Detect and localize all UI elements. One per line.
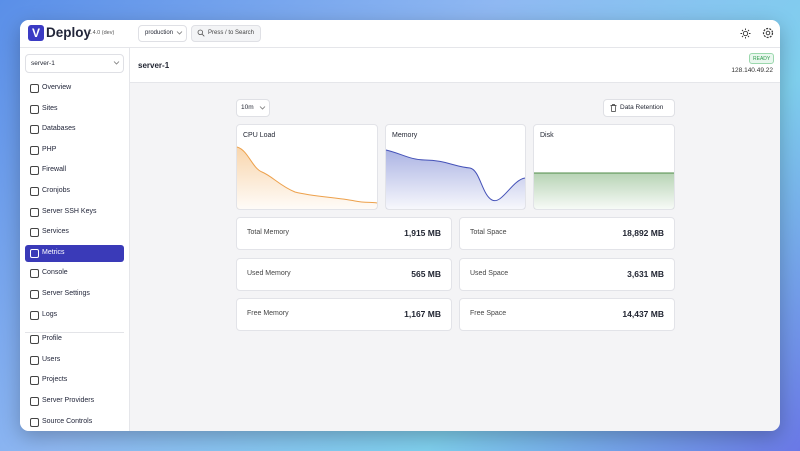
nav-label: Console bbox=[42, 269, 68, 277]
trash-icon bbox=[610, 104, 617, 112]
nav-label: Projects bbox=[42, 376, 68, 384]
project-select[interactable] bbox=[138, 25, 187, 42]
sidebar-divider bbox=[25, 332, 124, 334]
nav-label: Overview bbox=[42, 84, 72, 91]
stat-label: Total Memory bbox=[247, 229, 290, 236]
search-icon bbox=[197, 29, 205, 37]
page-header bbox=[130, 48, 780, 83]
nav-icon bbox=[30, 187, 39, 196]
server-select-value: server-1 bbox=[31, 60, 55, 67]
range-select[interactable] bbox=[236, 99, 270, 117]
stat-label: Free Memory bbox=[247, 310, 289, 317]
stat-value: 565 MB bbox=[411, 268, 441, 279]
nav-icon bbox=[30, 376, 39, 386]
nav-icon bbox=[30, 166, 39, 176]
search-placeholder: Press / to Search bbox=[208, 30, 255, 36]
stat-value: 18,892 MB bbox=[622, 228, 664, 238]
server-ip: 128.140.49.22 bbox=[731, 67, 773, 74]
nav-label: Services bbox=[42, 228, 69, 236]
nav-icon bbox=[30, 248, 39, 258]
status-badge: READY bbox=[749, 53, 775, 64]
stat-label: Used Memory bbox=[247, 269, 291, 277]
stat-value: 1,167 MB bbox=[404, 309, 441, 319]
nav-icon bbox=[30, 290, 39, 299]
stat-card bbox=[236, 298, 452, 331]
nav-label: PHP bbox=[42, 145, 57, 153]
data-retention-label: Data Retention bbox=[620, 104, 664, 111]
chart-title: Memory bbox=[392, 132, 418, 139]
range-value: 10m bbox=[241, 104, 254, 111]
nav-icon bbox=[30, 104, 39, 114]
chevron bbox=[259, 106, 266, 110]
search-box[interactable] bbox=[191, 25, 261, 42]
nav-item[interactable] bbox=[25, 244, 124, 262]
nav-icon bbox=[30, 397, 39, 406]
nav-icon bbox=[30, 145, 39, 155]
nav-label: Profile bbox=[42, 335, 62, 343]
nav-icon bbox=[30, 417, 39, 427]
settings-icon[interactable] bbox=[762, 27, 774, 39]
nav-icon bbox=[30, 355, 39, 365]
nav-label: Server Providers bbox=[42, 397, 95, 404]
project-name: production bbox=[145, 30, 174, 36]
app-name: Deploy bbox=[46, 25, 92, 40]
server-name: server-1 bbox=[138, 61, 170, 70]
nav-icon bbox=[30, 310, 39, 320]
stat-card bbox=[459, 257, 675, 291]
nav-icon bbox=[30, 269, 39, 279]
stat-card bbox=[236, 257, 452, 291]
chevron bbox=[176, 31, 183, 35]
nav-label: Server Settings bbox=[42, 290, 90, 297]
chart-title: CPU Load bbox=[243, 132, 276, 139]
stat-card bbox=[459, 298, 675, 331]
nav-label: Source Controls bbox=[42, 417, 93, 425]
stat-card bbox=[236, 217, 452, 250]
logo: V bbox=[28, 25, 44, 41]
nav-icon bbox=[30, 84, 39, 93]
nav-label: Cronjobs bbox=[42, 187, 71, 194]
nav-label: Server SSH Keys bbox=[42, 207, 97, 215]
chart-title: Disk bbox=[540, 132, 554, 139]
data-retention-button[interactable] bbox=[603, 99, 675, 117]
nav-label: Databases bbox=[42, 125, 76, 133]
stat-label: Free Space bbox=[470, 310, 507, 317]
stat-label: Total Space bbox=[470, 229, 507, 236]
nav-label: Users bbox=[42, 355, 61, 363]
app-version: 1.4.0 (dev) bbox=[88, 30, 115, 36]
nav-icon bbox=[30, 228, 39, 238]
nav-label: Logs bbox=[42, 310, 58, 318]
server-select[interactable] bbox=[25, 54, 124, 73]
nav-label: Sites bbox=[42, 104, 58, 112]
stat-label: Used Space bbox=[470, 269, 509, 277]
nav-icon bbox=[30, 335, 39, 345]
nav-icon bbox=[30, 207, 39, 217]
nav-label: Metrics bbox=[42, 248, 65, 256]
nav-label: Firewall bbox=[42, 166, 67, 174]
nav-icon bbox=[30, 125, 39, 135]
stat-card bbox=[459, 217, 675, 250]
stat-value: 1,915 MB bbox=[404, 228, 441, 238]
stat-value: 3,631 MB bbox=[627, 268, 664, 279]
chevron bbox=[113, 61, 120, 65]
theme-toggle[interactable] bbox=[740, 28, 751, 39]
stat-value: 14,437 MB bbox=[622, 309, 664, 319]
